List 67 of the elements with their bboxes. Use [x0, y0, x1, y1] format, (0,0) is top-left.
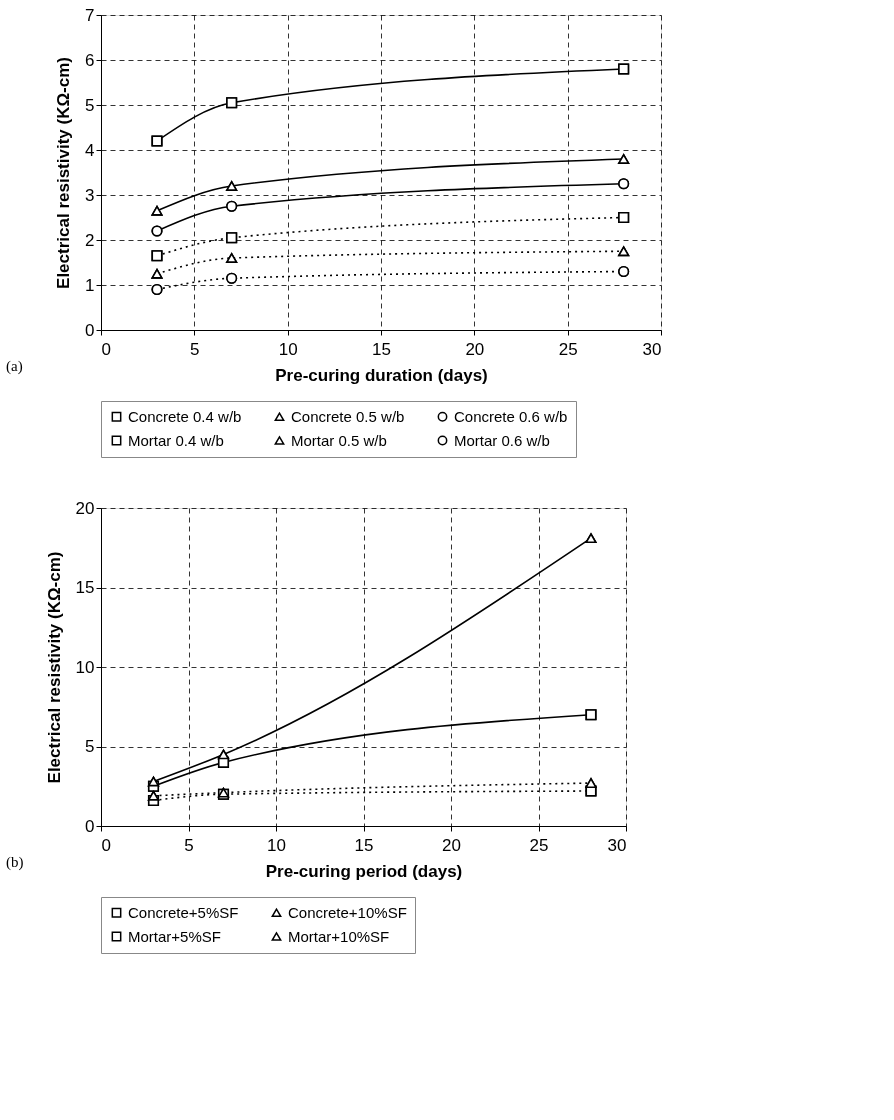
point — [585, 778, 597, 788]
point — [226, 181, 238, 191]
point — [151, 225, 163, 237]
legend-label: Concrete+10%SF — [288, 903, 407, 921]
point — [226, 97, 238, 109]
point — [151, 283, 163, 296]
x-tick-label: 0 — [101, 339, 111, 359]
y-tick-label: 6 — [85, 50, 95, 70]
y-tick-label: 5 — [85, 737, 95, 756]
x-tick-label: 15 — [372, 339, 391, 359]
point — [226, 200, 238, 212]
y-tick-label: 10 — [75, 657, 95, 677]
x-tick-label: 5 — [184, 835, 194, 855]
x-tick-label: 25 — [529, 835, 549, 855]
x-axis-title: Pre-curing duration (days) — [275, 365, 488, 385]
legend-label: Concrete 0.4 w/b — [128, 407, 242, 425]
point — [618, 265, 630, 278]
legend-label: Concrete 0.6 w/b — [454, 407, 568, 425]
legend-label: Mortar+5%SF — [128, 927, 221, 945]
y-tick-label: 3 — [85, 185, 95, 205]
x-tick-label: 20 — [442, 835, 461, 855]
x-tick-label: 10 — [267, 835, 286, 855]
x-tick-label: 10 — [278, 339, 298, 359]
y-tick-label: 5 — [85, 95, 95, 115]
point — [585, 533, 597, 544]
x-tick-label: 30 — [607, 835, 627, 855]
y-tick-label: 4 — [85, 140, 95, 160]
text: (b) — [6, 854, 24, 871]
x-axis-title: Pre-curing period (days) — [265, 861, 463, 881]
y-tick-label: 20 — [75, 498, 95, 518]
point — [226, 272, 238, 284]
x-tick-label: 5 — [190, 339, 200, 359]
x-tick-label: 25 — [558, 339, 578, 359]
text: (a) — [6, 358, 23, 375]
point — [226, 232, 238, 244]
y-axis-title: Electrical resistivity (KΩ-cm) — [44, 551, 64, 784]
legend-label: Mortar 0.5 w/b — [291, 431, 387, 449]
point — [151, 268, 163, 279]
point — [147, 790, 160, 801]
legend-label: Concrete 0.5 w/b — [291, 407, 405, 425]
legend-label: Mortar 0.6 w/b — [454, 431, 550, 449]
y-tick-label: 0 — [85, 816, 95, 836]
point — [217, 749, 230, 760]
x-tick-label: 20 — [465, 339, 485, 359]
point — [151, 250, 163, 262]
legend-label: Mortar+10%SF — [288, 927, 390, 945]
point — [618, 154, 630, 164]
y-tick-label: 15 — [75, 578, 95, 597]
y-tick-label: 7 — [85, 5, 95, 25]
y-tick-label: 0 — [85, 320, 95, 340]
x-tick-label: 30 — [642, 339, 662, 359]
point — [151, 135, 163, 147]
y-tick-label: 1 — [85, 275, 95, 295]
x-tick-label: 15 — [354, 835, 374, 855]
point — [585, 709, 597, 721]
legend-label: Mortar 0.4 w/b — [128, 431, 224, 449]
point — [147, 776, 160, 787]
x-tick-label: 0 — [101, 835, 111, 855]
point — [226, 253, 238, 263]
legend-label: Concrete+5%SF — [128, 903, 239, 921]
y-axis-title: Electrical resistivity (KΩ-cm) — [54, 57, 74, 289]
point — [618, 178, 630, 190]
point — [151, 205, 163, 216]
point — [618, 211, 630, 224]
point — [618, 63, 630, 75]
y-tick-label: 2 — [85, 230, 95, 250]
point — [618, 246, 630, 257]
